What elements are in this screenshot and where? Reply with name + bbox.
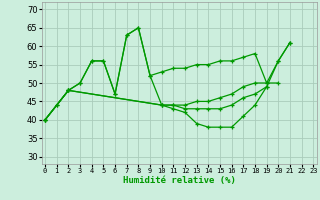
X-axis label: Humidité relative (%): Humidité relative (%) bbox=[123, 176, 236, 185]
